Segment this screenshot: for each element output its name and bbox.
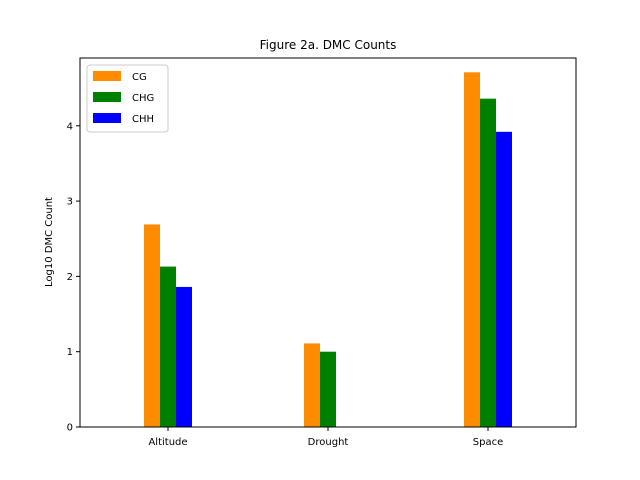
bar-chh-altitude (176, 286, 192, 427)
bar-chg-altitude (160, 266, 176, 427)
bars-layer (144, 72, 512, 428)
bar-chg-drought (320, 351, 336, 427)
bar-chg-space (480, 98, 496, 427)
x-tick-label: Space (473, 437, 503, 448)
bar-cg-drought (304, 343, 320, 427)
y-tick-label: 2 (67, 272, 73, 283)
y-tick-label: 0 (67, 423, 73, 434)
y-tick-label: 1 (67, 347, 73, 358)
legend-swatch-cg (93, 71, 121, 81)
chart-title: Figure 2a. DMC Counts (260, 38, 397, 52)
legend-label-chg: CHG (132, 93, 154, 104)
bar-cg-space (464, 72, 480, 427)
legend-swatch-chh (93, 113, 121, 123)
legend-label-cg: CG (132, 72, 147, 83)
x-tick-label: Drought (308, 437, 349, 448)
plot-frame (79, 57, 577, 428)
x-tick-label: Altitude (148, 437, 187, 448)
bar-chh-space (496, 131, 512, 428)
y-tick-label: 3 (67, 197, 73, 208)
legend-label-chh: CHH (132, 114, 154, 125)
y-tick-label: 4 (67, 121, 73, 132)
y-axis-label: Log10 DMC Count (44, 197, 55, 287)
bar-cg-altitude (144, 224, 160, 427)
ticks-layer: Altitude Drought Space 0 1 2 3 4 (67, 121, 504, 448)
legend: CG CHG CHH (86, 64, 169, 133)
legend-swatch-chg (93, 92, 121, 102)
